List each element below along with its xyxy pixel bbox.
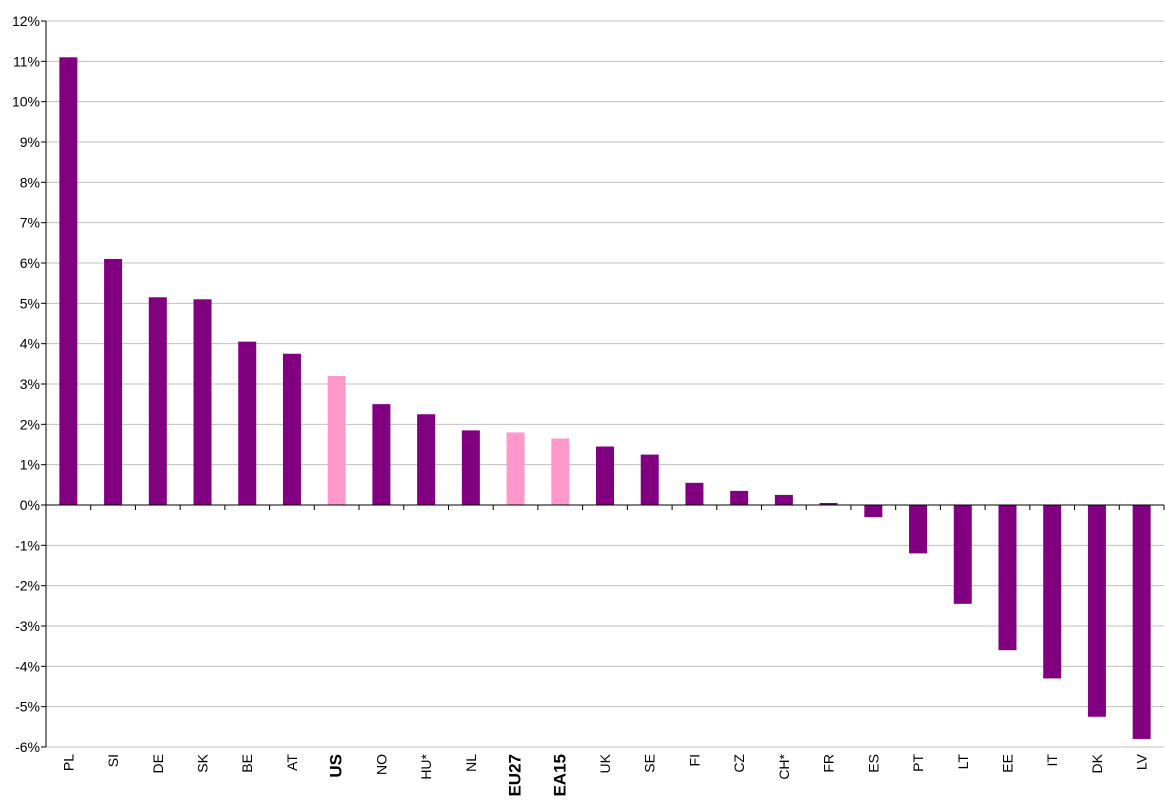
x-category-label: CH*	[776, 753, 792, 779]
y-tick-label: 5%	[20, 295, 40, 311]
y-tick-label: 11%	[13, 53, 40, 69]
x-category-label: CZ	[731, 754, 747, 773]
x-category-label: PT	[910, 754, 926, 772]
bar-es	[864, 505, 883, 518]
x-category-label: SK	[195, 753, 211, 772]
x-category-label: FI	[686, 754, 702, 766]
x-category-label: DK	[1089, 753, 1105, 773]
y-tick-label: 4%	[20, 336, 40, 352]
bar-at	[282, 353, 301, 505]
bar-uk	[596, 446, 614, 505]
y-tick-label: 6%	[20, 255, 40, 271]
x-category-label: DE	[150, 754, 166, 773]
x-category-label: EA15	[550, 754, 569, 797]
bar-be	[238, 341, 257, 505]
y-tick-label: 9%	[20, 134, 40, 150]
y-tick-label: -3%	[15, 618, 40, 634]
x-category-label: UK	[597, 753, 613, 773]
bar-nl	[461, 430, 480, 505]
x-category-label: AT	[284, 754, 300, 771]
bar-eu27	[506, 432, 525, 505]
x-category-label: IT	[1044, 754, 1060, 767]
y-tick-label: -2%	[15, 578, 40, 594]
bar-it	[1043, 505, 1062, 679]
x-category-label: SE	[642, 754, 658, 773]
axes	[41, 20, 1165, 748]
x-axis-category-labels: PL SI DE SK BE AT US NO HU* NL EU27 EA15 UK SE FI CZ CH*…	[60, 753, 1149, 796]
bar-ch	[774, 494, 793, 505]
y-tick-label: 2%	[20, 416, 40, 432]
bar-ee	[998, 505, 1017, 651]
x-category-label: LT	[955, 754, 971, 770]
x-category-label: US	[327, 754, 346, 778]
bar-fr	[819, 502, 838, 505]
gridlines	[46, 20, 1164, 748]
y-tick-label: 7%	[20, 215, 40, 231]
bar-us	[327, 375, 346, 505]
bar-se	[640, 454, 659, 505]
x-category-label: EU27	[506, 754, 525, 797]
x-category-label: ES	[865, 754, 881, 773]
bar-lv	[1132, 505, 1151, 739]
y-tick-label: 0%	[20, 497, 40, 513]
bar-de	[148, 297, 167, 505]
bar-si	[104, 258, 123, 505]
bar-hu	[417, 414, 436, 505]
bar-no	[372, 404, 391, 505]
bars	[59, 57, 1151, 739]
y-tick-label: 1%	[20, 457, 40, 473]
x-category-label: NO	[373, 754, 389, 775]
bar-pl	[59, 57, 78, 506]
y-tick-label: 3%	[20, 376, 40, 392]
y-tick-label: -1%	[15, 537, 40, 553]
y-tick-label: -6%	[15, 739, 40, 755]
bar-ea15	[551, 438, 570, 505]
x-category-label: NL	[463, 754, 479, 772]
bar-pt	[909, 505, 928, 554]
bar-fi	[685, 482, 704, 505]
x-category-label: SI	[105, 754, 121, 767]
x-category-label: HU*	[418, 753, 434, 779]
y-tick-label: -4%	[15, 658, 40, 674]
bar-lt	[953, 505, 972, 604]
x-category-label: EE	[999, 754, 1015, 773]
x-category-label: BE	[239, 754, 255, 773]
bar-cz	[730, 490, 749, 505]
x-category-label: LV	[1134, 753, 1150, 770]
y-tick-label: 10%	[12, 94, 40, 110]
y-tick-label: 8%	[20, 174, 40, 190]
bar-dk	[1087, 505, 1106, 717]
y-axis-tick-labels: -6% -5% -4% -3% -2% -1% 0% 1% 2% 3% 4% 5% 6% 7% 8% 9% 10…	[12, 13, 40, 755]
y-tick-label: -5%	[15, 699, 40, 715]
bar-sk	[193, 299, 212, 505]
x-category-label: PL	[60, 754, 76, 771]
x-category-label: FR	[821, 754, 837, 773]
y-tick-label: 12%	[12, 13, 40, 29]
